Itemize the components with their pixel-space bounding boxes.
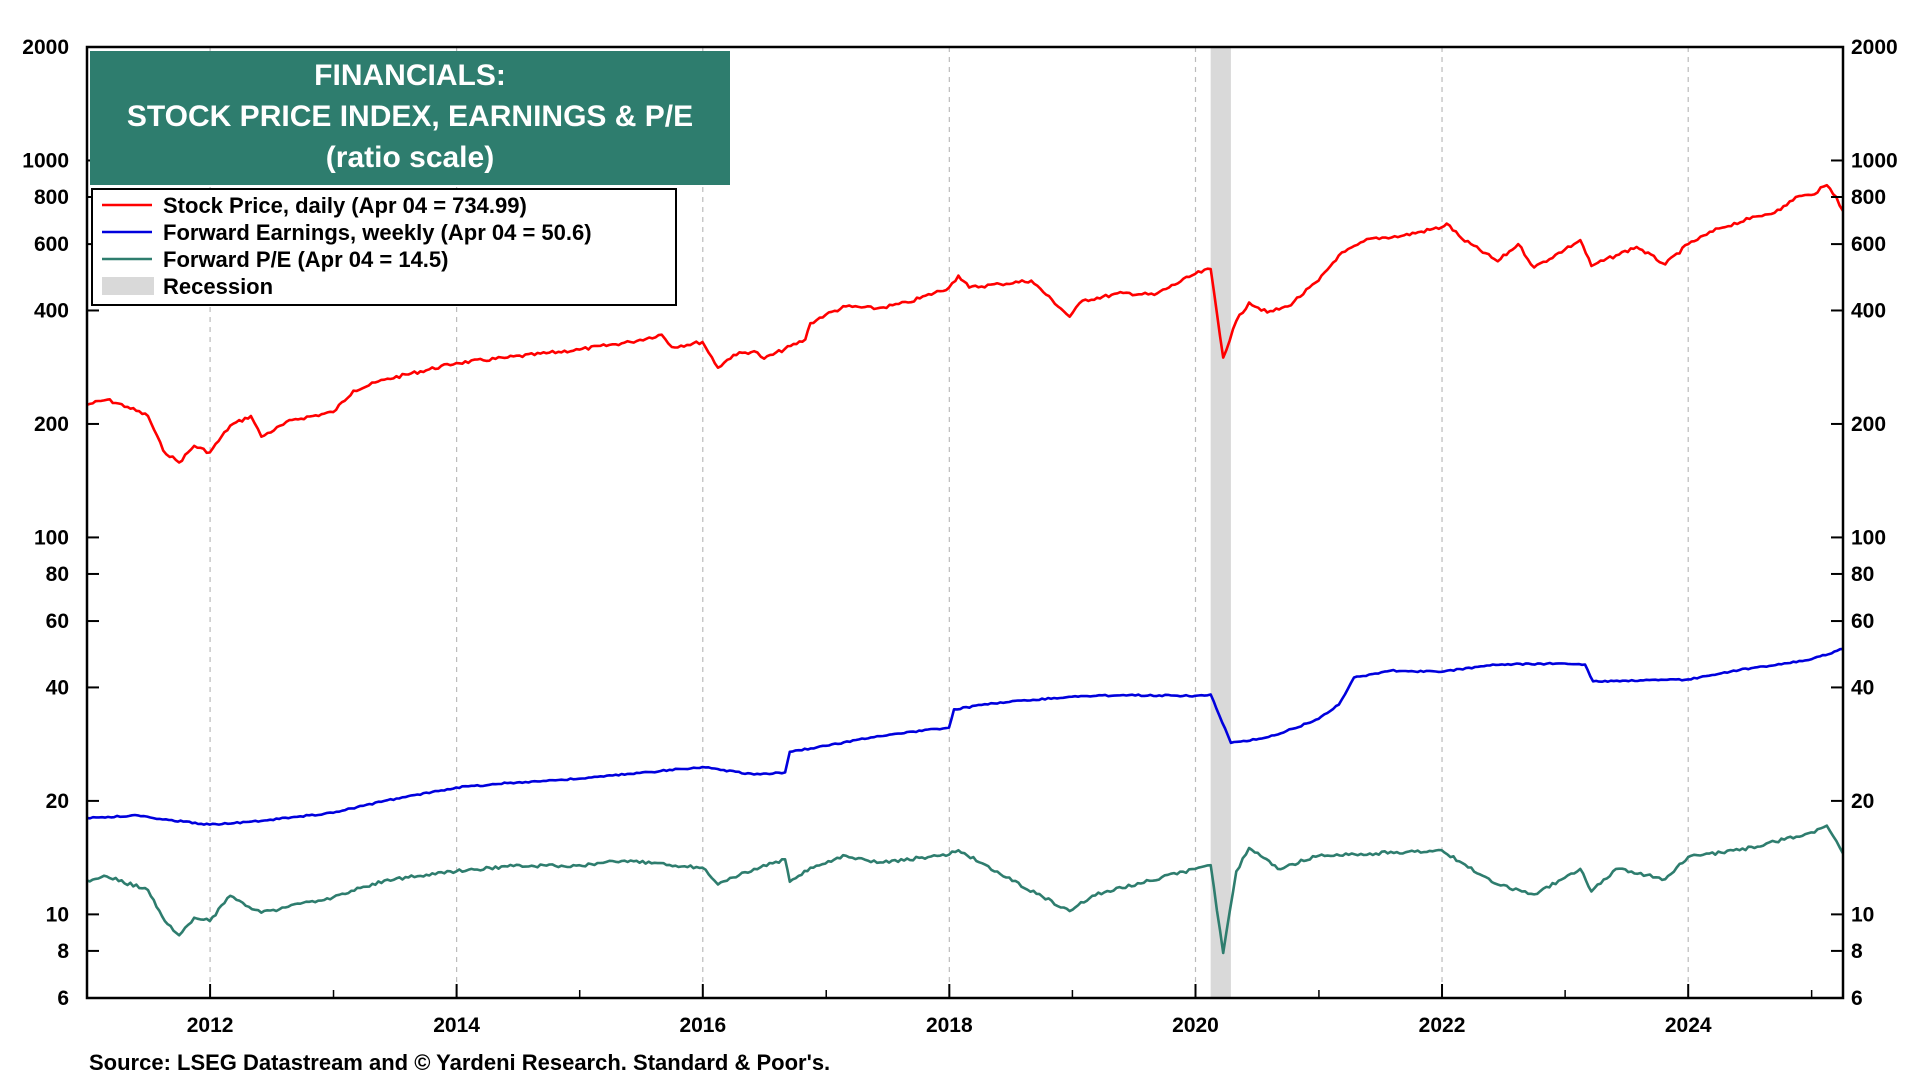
title-background [90, 51, 730, 185]
x-tick-label: 2016 [679, 1014, 726, 1037]
series-line-1 [86, 647, 1844, 826]
y-tick-label-right: 1000 [1851, 149, 1898, 172]
y-tick-label-right: 40 [1851, 676, 1874, 699]
legend-label-recession: Recession [163, 274, 273, 299]
y-tick-label-left: 400 [34, 299, 69, 322]
y-tick-label-right: 8 [1851, 940, 1863, 963]
title-line-2: (ratio scale) [326, 141, 494, 174]
y-tick-label-right: 400 [1851, 299, 1886, 322]
y-tick-label-right: 20 [1851, 790, 1874, 813]
legend: Stock Price, daily (Apr 04 = 734.99)Forw… [91, 188, 677, 306]
y-tick-label-left: 60 [46, 610, 69, 633]
x-tick-label: 2018 [926, 1014, 973, 1037]
legend-label-0: Stock Price, daily (Apr 04 = 734.99) [163, 193, 527, 218]
y-tick-label-left: 100 [34, 526, 69, 549]
y-tick-label-left: 20 [46, 790, 69, 813]
y-tick-label-left: 40 [46, 676, 69, 699]
x-tick-label: 2012 [187, 1014, 234, 1037]
y-tick-label-left: 10 [46, 903, 69, 926]
x-tick-label: 2014 [433, 1014, 480, 1037]
plot-frame [85, 45, 1845, 1000]
y-tick-label-right: 100 [1851, 526, 1886, 549]
y-tick-label-left: 1000 [22, 149, 69, 172]
y-tick-label-left: 600 [34, 233, 69, 256]
y-tick-label-left: 800 [34, 186, 69, 209]
title-box: FINANCIALS: STOCK PRICE INDEX, EARNINGS &… [90, 51, 730, 185]
x-tick-label: 2022 [1419, 1014, 1466, 1037]
legend-swatch-recession [102, 277, 154, 295]
series-line-0 [86, 183, 1845, 464]
y-tick-label-right: 6 [1851, 987, 1863, 1010]
y-tick-label-right: 80 [1851, 563, 1874, 586]
y-tick-label-right: 800 [1851, 186, 1886, 209]
series-line-2 [86, 824, 1845, 955]
y-tick-label-left: 6 [57, 987, 69, 1010]
legend-box [91, 188, 677, 306]
y-tick-label-right: 200 [1851, 413, 1886, 436]
y-tick-label-right: 60 [1851, 610, 1874, 633]
source-note: Source: LSEG Datastream and © Yardeni Re… [89, 1050, 831, 1075]
legend-label-1: Forward Earnings, weekly (Apr 04 = 50.6) [163, 220, 592, 245]
series-group [86, 183, 1845, 955]
title-line-0: FINANCIALS: [314, 59, 506, 92]
y-tick-label-left: 8 [57, 940, 69, 963]
title-line-1: STOCK PRICE INDEX, EARNINGS & P/E [127, 100, 693, 133]
y-tick-label-left: 200 [34, 413, 69, 436]
recession-band [1210, 47, 1231, 998]
x-tick-label: 2020 [1172, 1014, 1219, 1037]
grid [209, 47, 1689, 998]
legend-label-2: Forward P/E (Apr 04 = 14.5) [163, 247, 448, 272]
y-tick-label-right: 2000 [1851, 36, 1898, 59]
y-tick-label-left: 80 [46, 563, 69, 586]
y-tick-label-left: 2000 [22, 36, 69, 59]
y-tick-label-right: 10 [1851, 903, 1874, 926]
x-tick-label: 2024 [1665, 1014, 1712, 1037]
recession-shade [1210, 47, 1231, 998]
y-tick-label-right: 600 [1851, 233, 1886, 256]
